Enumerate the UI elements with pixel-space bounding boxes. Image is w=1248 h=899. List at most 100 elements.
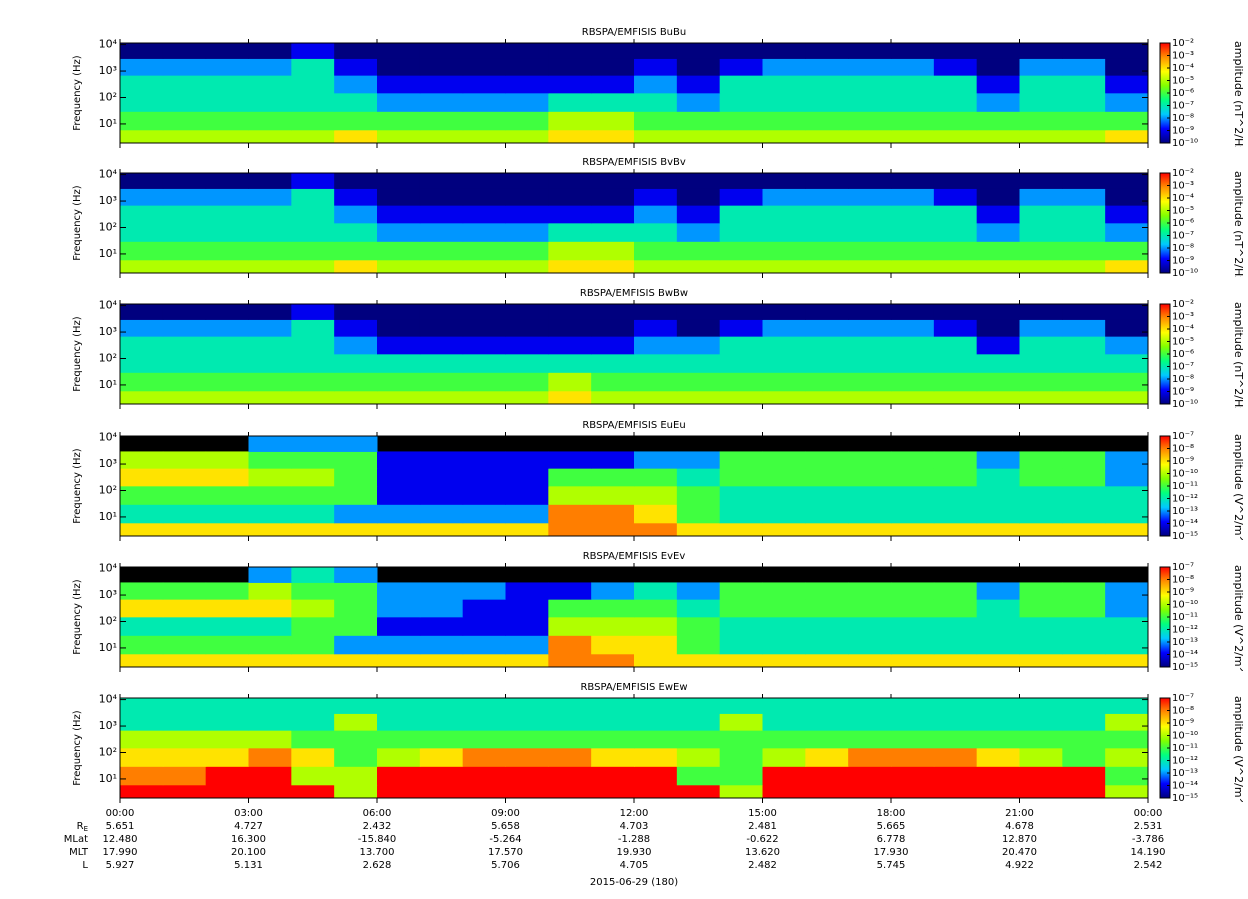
cell (976, 353, 1020, 373)
cell (933, 173, 978, 189)
cell (891, 653, 935, 667)
cell (205, 390, 249, 404)
ephemeris-value: -5.264 (489, 834, 521, 845)
cell (933, 713, 978, 731)
cell (591, 713, 635, 731)
cell (676, 616, 721, 636)
cell (676, 698, 721, 714)
cell (248, 730, 292, 749)
cell (976, 173, 1020, 189)
cell (1105, 188, 1148, 206)
cell (377, 713, 421, 731)
cell (634, 390, 678, 404)
cell (634, 698, 678, 714)
cell (505, 173, 549, 189)
cell (848, 129, 892, 143)
colorbar-tick-label: 10⁻⁷ (1172, 562, 1194, 573)
cell (419, 173, 464, 189)
cell (1019, 784, 1063, 798)
cell (205, 259, 249, 273)
cell (291, 784, 335, 798)
cell (291, 485, 335, 505)
cell (591, 504, 635, 524)
cell (291, 259, 335, 273)
cell (248, 188, 292, 206)
cell (591, 653, 635, 667)
cell (634, 111, 678, 131)
cell (548, 504, 592, 524)
cell (933, 451, 978, 469)
cell (291, 730, 335, 749)
cell (334, 599, 378, 618)
cell (634, 188, 678, 206)
cell (591, 241, 635, 261)
cell (719, 43, 763, 59)
cell (676, 173, 721, 189)
y-tick-label: 10³ (99, 64, 117, 77)
ephemeris-value: 2.628 (363, 860, 392, 871)
cell (548, 468, 592, 487)
cell (891, 747, 935, 767)
cell (676, 522, 721, 536)
cell (848, 653, 892, 667)
cell (933, 111, 978, 131)
x-tick-label: 00:00 (1134, 808, 1163, 819)
cell (377, 766, 421, 786)
cell (634, 747, 678, 767)
cell (334, 205, 378, 224)
ephemeris-value: 4.703 (620, 821, 649, 832)
cell (848, 58, 892, 76)
cell (419, 336, 464, 355)
cell (933, 75, 978, 94)
cell (1062, 336, 1106, 355)
cell (1062, 599, 1106, 618)
cell (505, 188, 549, 206)
cell (419, 504, 464, 524)
cell (976, 504, 1020, 524)
cell (1019, 75, 1063, 94)
cell (162, 188, 207, 206)
cell (291, 698, 335, 714)
y-tick-label: 10¹ (99, 378, 117, 391)
cell (419, 713, 464, 731)
cell (334, 766, 378, 786)
cell (976, 784, 1020, 798)
cell (933, 766, 978, 786)
cell (1105, 222, 1148, 242)
y-tick-label: 10² (99, 90, 117, 103)
panel-title: RBSPA/EMFISIS EwEw (580, 682, 687, 693)
cell (291, 766, 335, 786)
colorbar-tick-label: 10⁻¹³ (1172, 637, 1198, 648)
ephemeris-value: 12.480 (103, 834, 138, 845)
cell (205, 504, 249, 524)
cell (120, 111, 164, 131)
cell (548, 713, 592, 731)
cell (1019, 522, 1063, 536)
cell (719, 504, 763, 524)
colorbar-tick-label: 10⁻¹⁰ (1172, 138, 1198, 149)
cell (548, 730, 592, 749)
cell (419, 468, 464, 487)
cell (676, 372, 721, 392)
cell (719, 616, 763, 636)
colorbar-label: amplitude (nT^2/Hz) (1232, 171, 1245, 286)
cell (891, 205, 935, 224)
cell (805, 173, 849, 189)
cell (419, 241, 464, 261)
cell (334, 319, 378, 337)
cell (933, 188, 978, 206)
cell (634, 259, 678, 273)
cell (162, 241, 207, 261)
y-axis-label: Frequency (Hz) (72, 316, 83, 392)
cell (719, 111, 763, 131)
cell (334, 259, 378, 273)
ephemeris-label: MLat (64, 834, 88, 845)
cell (120, 635, 164, 655)
cell (205, 92, 249, 112)
cell (976, 451, 1020, 469)
cell (505, 43, 549, 59)
cell (976, 336, 1020, 355)
cell (548, 353, 592, 373)
cell (248, 582, 292, 600)
colorbar-tick-label: 10⁻¹³ (1172, 506, 1198, 517)
